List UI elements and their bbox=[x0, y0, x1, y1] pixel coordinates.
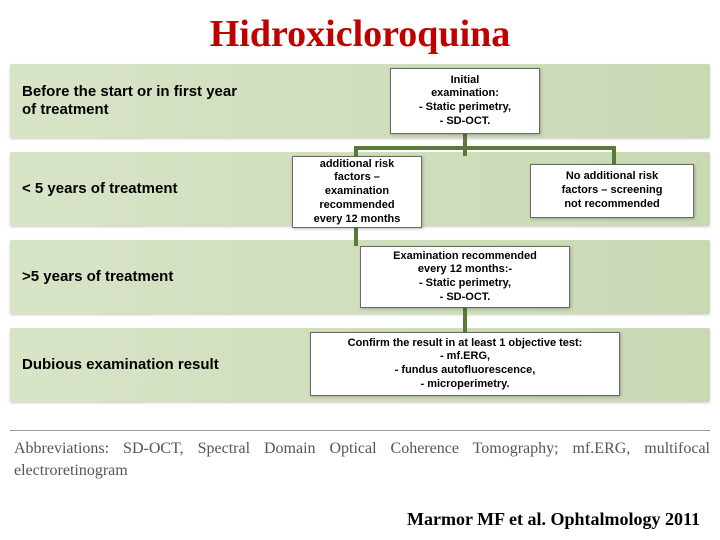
row-label-0: Before the start or in first year of tre… bbox=[22, 83, 252, 119]
node-initial-exam: Initialexamination:- Static perimetry,- … bbox=[390, 68, 540, 134]
row-band-0: Before the start or in first year of tre… bbox=[10, 64, 710, 138]
connector bbox=[354, 228, 358, 246]
connector bbox=[354, 146, 616, 150]
page-title: Hidroxicloroquina bbox=[0, 0, 720, 64]
abbreviations-text: Abbreviations: SD-OCT, Spectral Domain O… bbox=[14, 438, 710, 481]
row-label-1: < 5 years of treatment bbox=[22, 180, 252, 198]
connector bbox=[463, 308, 467, 332]
row-label-2: >5 years of treatment bbox=[22, 268, 252, 286]
node-exam-every-12mo: Examination recommendedevery 12 months:-… bbox=[360, 246, 570, 308]
divider bbox=[10, 430, 710, 431]
citation: Marmor MF et al. Ophtalmology 2011 bbox=[407, 509, 700, 530]
connector bbox=[463, 134, 467, 156]
node-additional-risk-no: No additional riskfactors – screeningnot… bbox=[530, 164, 694, 218]
node-confirm-result: Confirm the result in at least 1 objecti… bbox=[310, 332, 620, 396]
flowchart: Before the start or in first year of tre… bbox=[10, 64, 710, 424]
node-additional-risk-yes: additional riskfactors –examinationrecom… bbox=[292, 156, 422, 228]
row-label-3: Dubious examination result bbox=[22, 356, 252, 374]
connector bbox=[612, 146, 616, 164]
